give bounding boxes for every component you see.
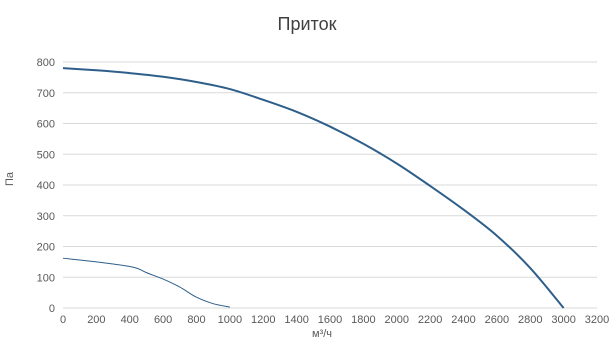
x-tick-label: 400 (121, 314, 139, 326)
series-line-1 (62, 67, 565, 309)
x-tick-label: 200 (87, 314, 105, 326)
y-tick-label: 300 (37, 211, 55, 223)
y-tick-label: 600 (37, 119, 55, 131)
x-tick-label: 1800 (351, 314, 375, 326)
x-tick-label: 1200 (251, 314, 275, 326)
y-tick-label: 100 (37, 272, 55, 284)
y-tick-label: 800 (37, 57, 55, 69)
x-tick-label: 1000 (218, 314, 242, 326)
x-tick-label: 600 (154, 314, 172, 326)
series-line-2 (62, 257, 230, 308)
x-tick-label: 800 (187, 314, 205, 326)
x-tick-label: 3200 (585, 314, 609, 326)
x-axis-label: м³/ч (311, 328, 332, 340)
y-tick-label: 700 (37, 88, 55, 100)
y-tick-label: 400 (37, 180, 55, 192)
x-tick-label: 2400 (451, 314, 475, 326)
x-tick-label: 2000 (385, 314, 409, 326)
x-tick-label: 1600 (318, 314, 342, 326)
x-tick-label: 2200 (418, 314, 442, 326)
y-tick-label: 200 (37, 242, 55, 254)
x-tick-label: 3000 (551, 314, 575, 326)
y-tick-label: 0 (49, 303, 55, 315)
x-tick-label: 0 (60, 314, 66, 326)
y-tick-label: 500 (37, 149, 55, 161)
x-tick-label: 1400 (284, 314, 308, 326)
chart-title: Приток (277, 14, 337, 34)
x-tick-label: 2600 (485, 314, 509, 326)
x-tick-label: 2800 (518, 314, 542, 326)
